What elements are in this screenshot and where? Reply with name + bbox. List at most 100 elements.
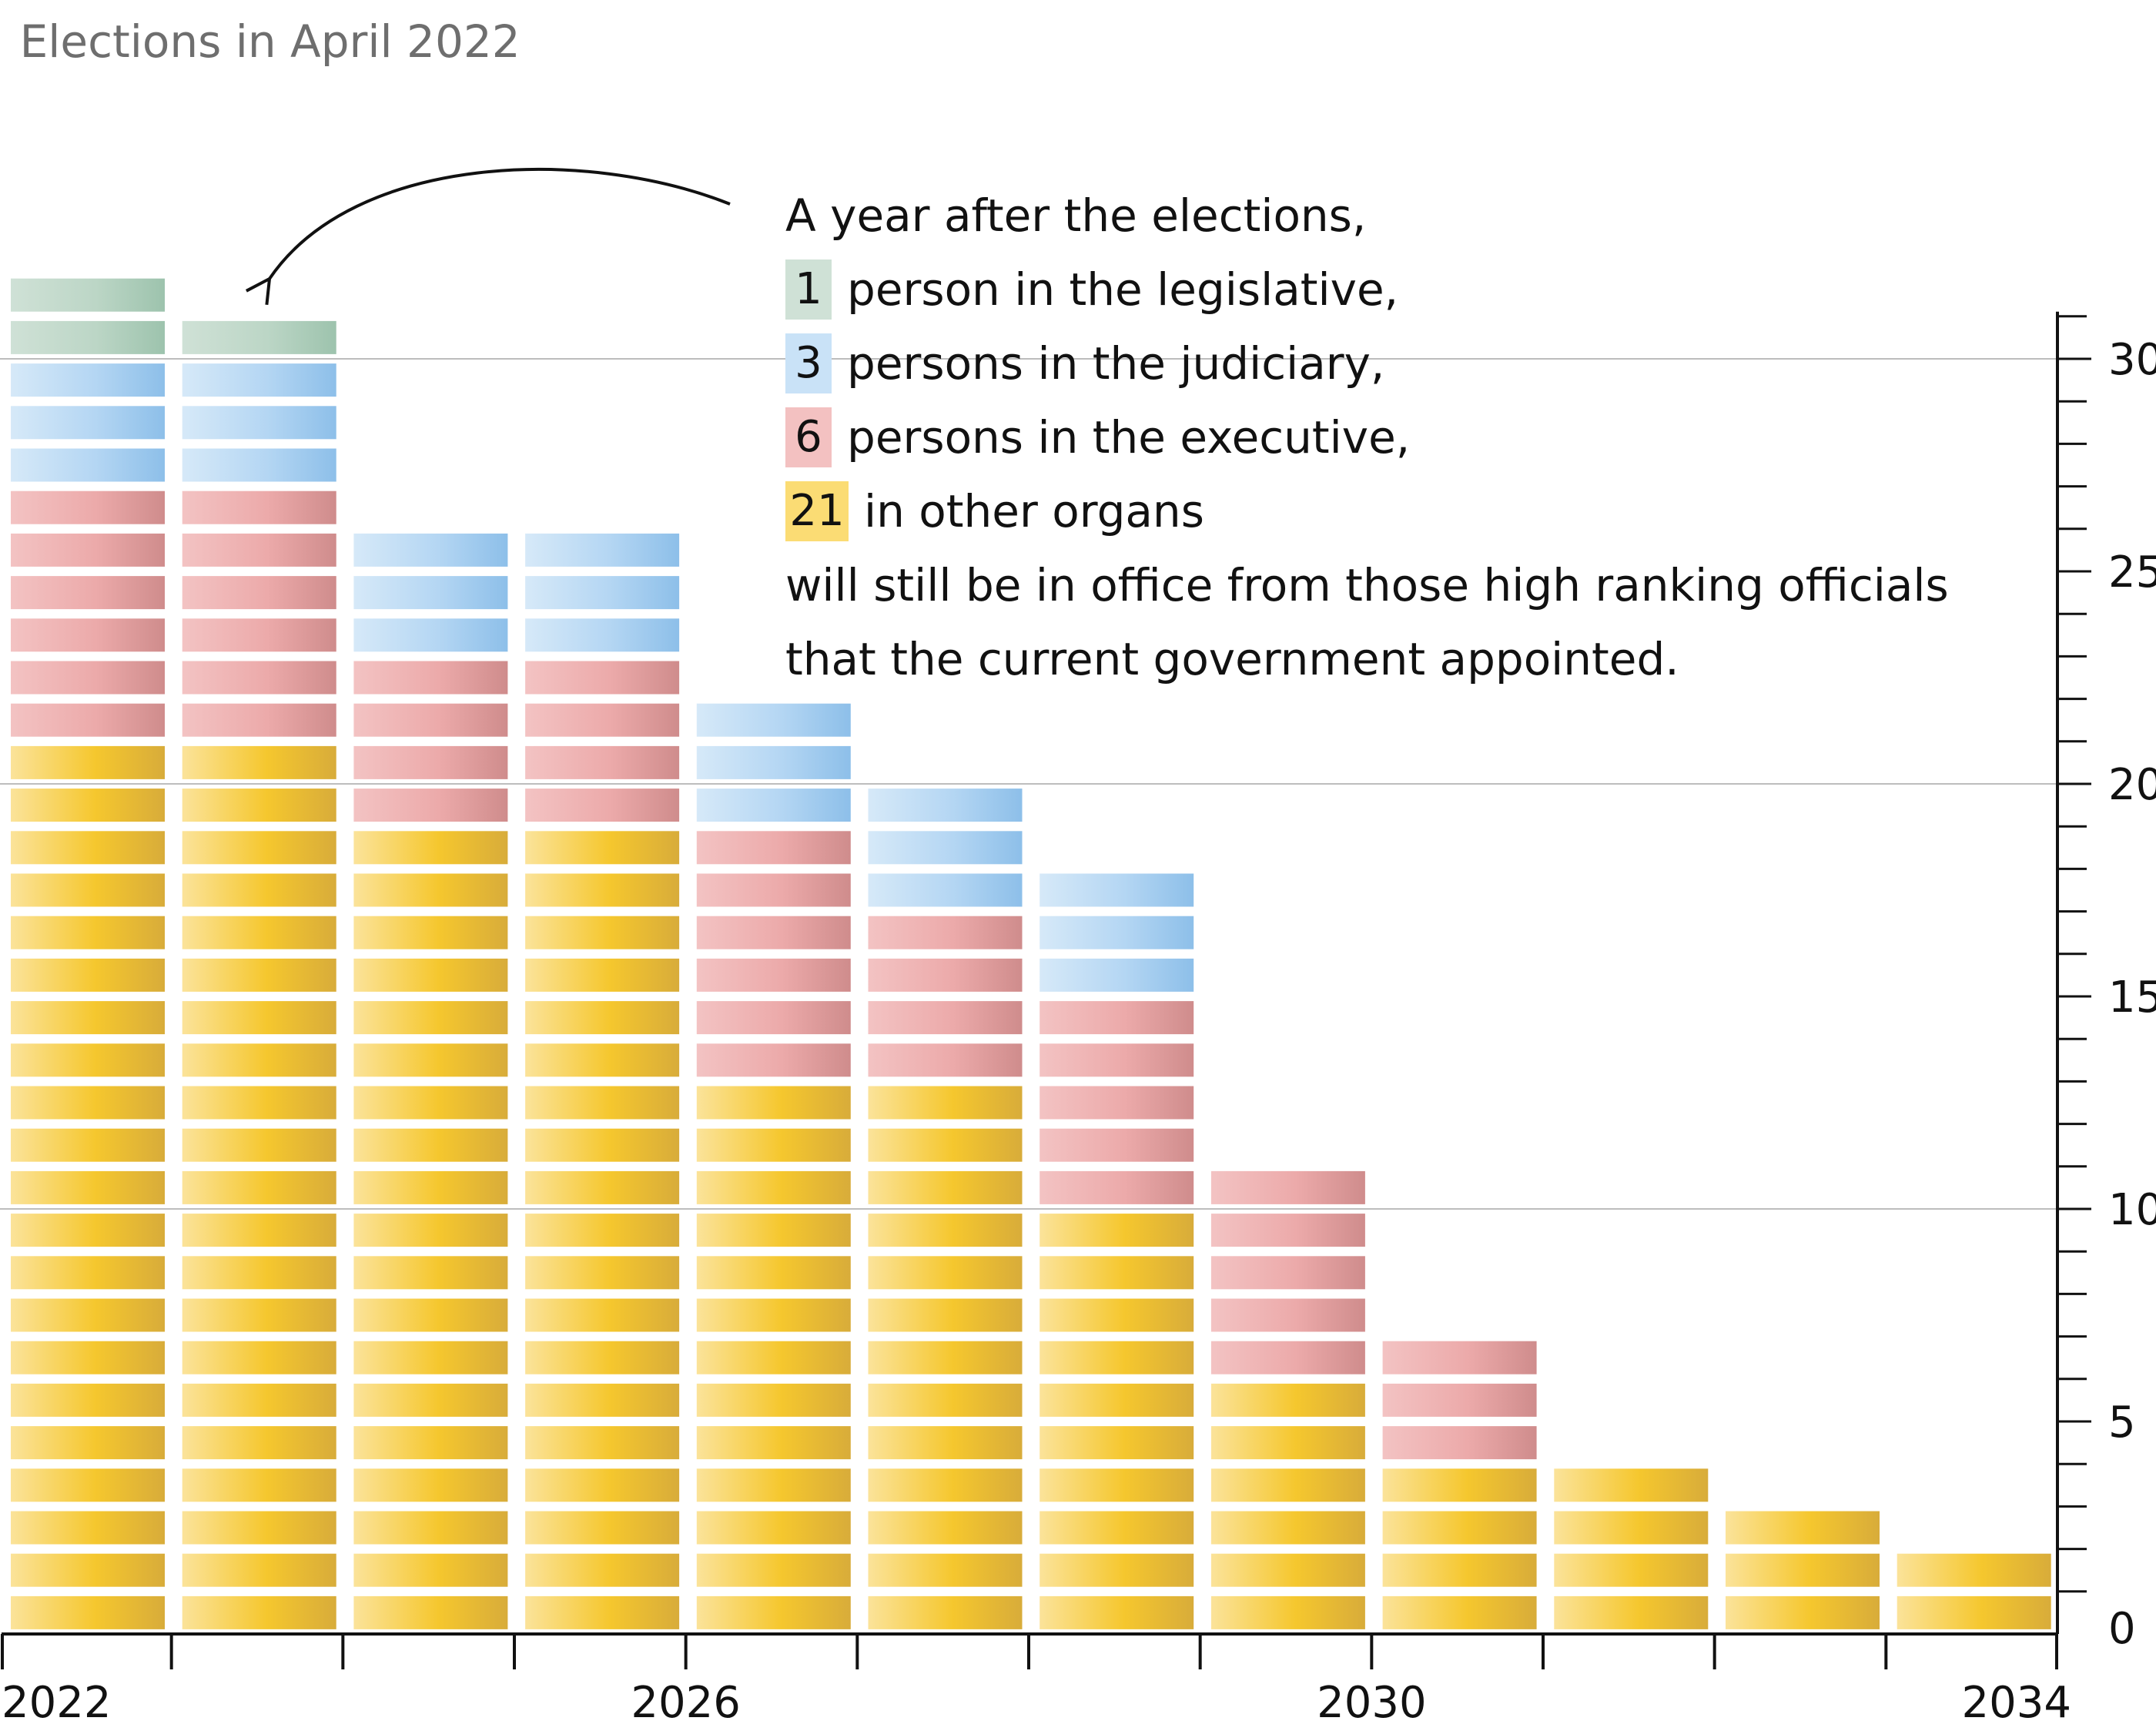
bar-block-other-organs-2028-3 bbox=[1040, 1511, 1194, 1545]
bar-block-other-organs-2028-2 bbox=[1040, 1553, 1194, 1587]
bar-block-other-organs-2022-8 bbox=[11, 1298, 165, 1332]
elections-marker: Elections in April 2022 bbox=[20, 15, 521, 68]
bar-block-executive-2026-4 bbox=[696, 916, 851, 949]
bar-block-other-organs-2028-7 bbox=[1040, 1341, 1194, 1374]
bar-block-other-organs-2024-8 bbox=[353, 1298, 508, 1332]
bar-block-legislative-2023-1 bbox=[182, 320, 336, 354]
y-tick-label-30: 30 bbox=[2108, 335, 2156, 385]
bar-block-judiciary-2022-1 bbox=[11, 448, 165, 482]
bar-block-other-organs-2022-18 bbox=[11, 873, 165, 907]
bar-block-other-organs-2029-6 bbox=[1210, 1383, 1365, 1417]
annotation-item-legislative: 1 person in the legislative, bbox=[785, 253, 1949, 326]
legislative-swatch: 1 bbox=[785, 259, 832, 320]
bar-block-other-organs-2024-18 bbox=[353, 873, 508, 907]
bar-block-other-organs-2032-1 bbox=[1726, 1595, 1880, 1629]
bar-block-other-organs-2022-21 bbox=[11, 745, 165, 779]
bar-block-other-organs-2023-2 bbox=[182, 1553, 336, 1587]
bar-block-judiciary-2026-2 bbox=[696, 745, 851, 779]
bar-block-other-organs-2029-4 bbox=[1210, 1468, 1365, 1502]
x-tick-label-2034: 2034 bbox=[1961, 1678, 2071, 1728]
bar-block-executive-2025-3 bbox=[525, 703, 680, 737]
bar-block-other-organs-2025-3 bbox=[525, 1511, 680, 1545]
bar-block-other-organs-2026-7 bbox=[696, 1341, 851, 1374]
bar-block-judiciary-2022-3 bbox=[11, 363, 165, 397]
bar-block-executive-2029-5 bbox=[1210, 1170, 1365, 1204]
bar-block-other-organs-2027-3 bbox=[868, 1511, 1023, 1545]
bar-block-executive-2028-4 bbox=[1040, 1043, 1194, 1077]
bar-block-executive-2029-2 bbox=[1210, 1298, 1365, 1332]
bar-block-executive-2023-2 bbox=[182, 661, 336, 695]
bar-block-executive-2024-1 bbox=[353, 788, 508, 822]
bar-block-other-organs-2023-11 bbox=[182, 1170, 336, 1204]
bar-block-judiciary-2023-3 bbox=[182, 363, 336, 397]
bar-block-judiciary-2024-3 bbox=[353, 533, 508, 567]
bar-block-other-organs-2022-15 bbox=[11, 1001, 165, 1035]
bar-block-other-organs-2022-5 bbox=[11, 1426, 165, 1460]
bar-block-executive-2030-3 bbox=[1382, 1341, 1537, 1374]
bar-block-other-organs-2027-7 bbox=[868, 1341, 1023, 1374]
bar-block-other-organs-2031-3 bbox=[1554, 1511, 1709, 1545]
bar-block-other-organs-2025-18 bbox=[525, 873, 680, 907]
bar-block-executive-2026-3 bbox=[696, 958, 851, 992]
bar-block-other-organs-2025-6 bbox=[525, 1383, 680, 1417]
bar-block-other-organs-2023-3 bbox=[182, 1511, 336, 1545]
bar-block-other-organs-2024-15 bbox=[353, 1001, 508, 1035]
bar-block-other-organs-2022-17 bbox=[11, 916, 165, 949]
bar-block-judiciary-2022-2 bbox=[11, 406, 165, 440]
bar-block-judiciary-2028-2 bbox=[1040, 916, 1194, 949]
x-tick-label-2030: 2030 bbox=[1317, 1678, 1427, 1728]
bar-block-executive-2023-1 bbox=[182, 703, 336, 737]
bar-block-other-organs-2022-11 bbox=[11, 1170, 165, 1204]
bar-block-other-organs-2026-6 bbox=[696, 1383, 851, 1417]
bar-block-other-organs-2028-1 bbox=[1040, 1595, 1194, 1629]
bar-block-other-organs-2023-9 bbox=[182, 1256, 336, 1290]
bar-block-other-organs-2025-8 bbox=[525, 1298, 680, 1332]
bar-block-other-organs-2028-8 bbox=[1040, 1298, 1194, 1332]
bar-block-executive-2029-4 bbox=[1210, 1214, 1365, 1247]
callout-arrow bbox=[245, 168, 731, 306]
bar-block-other-organs-2025-1 bbox=[525, 1595, 680, 1629]
bar-block-other-organs-2023-5 bbox=[182, 1426, 336, 1460]
bar-block-other-organs-2025-5 bbox=[525, 1426, 680, 1460]
bar-block-other-organs-2025-10 bbox=[525, 1214, 680, 1247]
bar-block-other-organs-2025-19 bbox=[525, 831, 680, 865]
bar-block-other-organs-2022-14 bbox=[11, 1043, 165, 1077]
bar-block-other-organs-2023-16 bbox=[182, 958, 336, 992]
bar-block-executive-2022-3 bbox=[11, 618, 165, 652]
bar-block-executive-2026-1 bbox=[696, 1043, 851, 1077]
bar-block-other-organs-2023-17 bbox=[182, 916, 336, 949]
annotation-item-other: 21 in other organs bbox=[785, 474, 1949, 548]
bar-block-executive-2026-5 bbox=[696, 873, 851, 907]
bar-block-other-organs-2024-12 bbox=[353, 1128, 508, 1162]
bar-block-other-organs-2022-13 bbox=[11, 1086, 165, 1120]
bar-block-other-organs-2023-18 bbox=[182, 873, 336, 907]
bar-block-other-organs-2029-2 bbox=[1210, 1553, 1365, 1587]
bar-block-other-organs-2024-16 bbox=[353, 958, 508, 992]
bar-block-executive-2022-2 bbox=[11, 661, 165, 695]
bar-block-judiciary-2028-3 bbox=[1040, 873, 1194, 907]
bar-block-other-organs-2023-19 bbox=[182, 831, 336, 865]
bar-block-other-organs-2022-12 bbox=[11, 1128, 165, 1162]
bar-block-other-organs-2022-7 bbox=[11, 1341, 165, 1374]
bar-block-executive-2024-2 bbox=[353, 745, 508, 779]
bar-block-executive-2029-1 bbox=[1210, 1341, 1365, 1374]
bar-block-other-organs-2023-4 bbox=[182, 1468, 336, 1502]
bar-block-other-organs-2025-11 bbox=[525, 1170, 680, 1204]
bar-block-other-organs-2022-2 bbox=[11, 1553, 165, 1587]
bar-block-judiciary-2025-2 bbox=[525, 576, 680, 610]
bar-block-judiciary-2027-3 bbox=[868, 788, 1023, 822]
x-tick-label-2026: 2026 bbox=[631, 1678, 741, 1728]
bar-block-legislative-2022-2 bbox=[11, 278, 165, 312]
x-tick-label-2022: 2022 bbox=[2, 1678, 112, 1728]
annotation-outro-2: that the current government appointed. bbox=[785, 633, 1679, 685]
bar-block-judiciary-2025-3 bbox=[525, 533, 680, 567]
bar-block-other-organs-2024-9 bbox=[353, 1256, 508, 1290]
bar-block-other-organs-2023-20 bbox=[182, 788, 336, 822]
bar-block-judiciary-2026-3 bbox=[696, 703, 851, 737]
bar-block-other-organs-2022-3 bbox=[11, 1511, 165, 1545]
bar-block-other-organs-2023-21 bbox=[182, 745, 336, 779]
bar-block-other-organs-2023-6 bbox=[182, 1383, 336, 1417]
bar-block-other-organs-2024-2 bbox=[353, 1553, 508, 1587]
bar-block-executive-2028-5 bbox=[1040, 1001, 1194, 1035]
